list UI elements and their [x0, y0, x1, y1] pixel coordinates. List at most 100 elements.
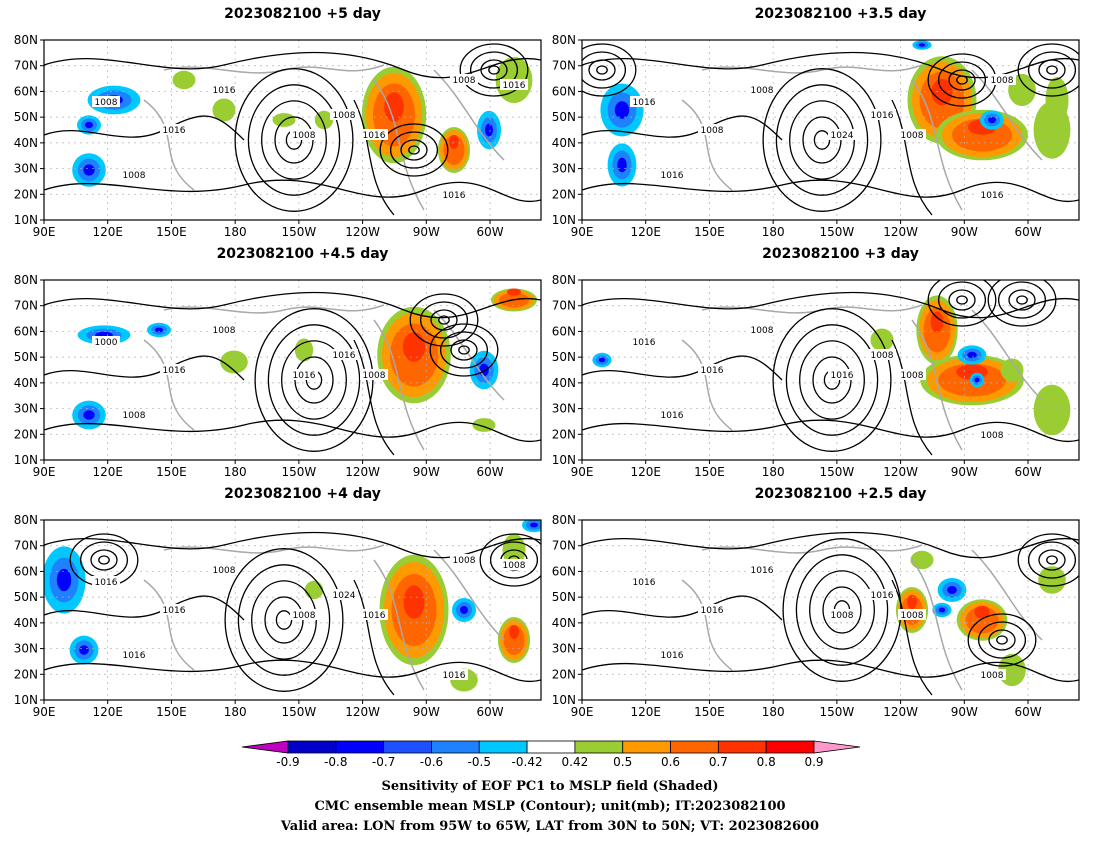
lat-tick-label: 50N — [14, 110, 38, 124]
contour-label-bg — [978, 669, 1006, 680]
sensitivity-positive-area — [384, 92, 404, 122]
lat-tick-label: 50N — [14, 590, 38, 604]
mslp-contour — [261, 100, 327, 180]
colorbar: -0.9 -0.8 -0.7 -0.6 -0.5 -0.42 0.42 0.5 0.6 0.7 0.… — [241, 740, 861, 769]
sensitivity-negative-area — [460, 606, 468, 614]
mslp-contour — [419, 301, 469, 339]
mslp-contour — [1017, 533, 1079, 587]
contour-label-bg — [630, 576, 658, 587]
contour-label: 1016 — [661, 651, 684, 661]
contour-label: 1008 — [363, 371, 386, 381]
contour-label: 1016 — [751, 566, 774, 576]
map-panel-5: 2023082100 +4 day 1016 1016 1016 1008 1008 102… — [14, 486, 542, 719]
lat-tick-label: 30N — [14, 642, 38, 656]
sensitivity-negative-area — [614, 101, 630, 119]
mslp-contour — [400, 139, 428, 161]
contour-label-bg — [500, 559, 528, 570]
sensitivity-negative-area — [938, 607, 946, 613]
sensitivity-positive-area — [974, 605, 990, 619]
lat-tick-label: 40N — [552, 136, 576, 150]
mslp-contour — [234, 68, 354, 212]
contour-label: 1008 — [901, 371, 924, 381]
lon-tick-label: 120E — [630, 705, 661, 719]
contour-label: 1016 — [871, 591, 894, 601]
contour-label: 1016 — [293, 371, 316, 381]
mslp-contour — [582, 51, 627, 89]
contour-label: 1008 — [751, 86, 774, 96]
sensitivity-positive-area — [931, 78, 953, 106]
mslp-contour — [1016, 295, 1028, 305]
lat-tick-label: 30N — [14, 402, 38, 416]
contour-label-bg — [748, 324, 776, 335]
lon-tick-label: 90E — [571, 705, 594, 719]
contour-label-bg — [658, 169, 686, 180]
map-field: 1016 1016 1016 1008 1016 1008 1008 1008 — [582, 280, 1079, 460]
lon-tick-label: 150E — [694, 225, 725, 239]
contour-label: 1008 — [831, 611, 854, 621]
contour-label-bg — [330, 589, 358, 600]
contour-label-bg — [898, 129, 926, 140]
map-field: 1000 1016 1008 1008 1016 1016 1008 — [44, 280, 541, 460]
contour-label: 1008 — [95, 98, 118, 108]
mslp-contour — [458, 345, 470, 355]
contour-label-bg — [500, 79, 528, 90]
lon-tick-label: 180 — [762, 705, 785, 719]
sensitivity-positive-area — [449, 135, 459, 149]
lon-tick-label: 60W — [476, 705, 503, 719]
lon-tick-label: 120E — [92, 705, 123, 719]
map-panel-6: 2023082100 +2.5 day101610161016101610081… — [552, 486, 1080, 719]
contour-label: 1016 — [633, 98, 656, 108]
contour-label-bg — [160, 604, 188, 615]
lon-tick-label: 90E — [33, 465, 56, 479]
contour-label: 1008 — [503, 561, 526, 571]
map-panel-3: 2023082100 +4.5 day100010161008100810161… — [14, 246, 542, 479]
mslp-contour — [948, 289, 976, 311]
map-frame — [581, 279, 1080, 461]
colorbar-label: -0.9 — [276, 755, 299, 769]
mslp-contour — [237, 564, 331, 676]
lon-tick-label: 90E — [571, 225, 594, 239]
colorbar-label: -0.7 — [372, 755, 395, 769]
sensitivity-negative-area — [83, 164, 95, 176]
lon-tick-label: 120W — [883, 465, 918, 479]
mslp-contour — [44, 179, 541, 203]
mslp-contour — [582, 43, 637, 97]
lon-tick-label: 120E — [630, 465, 661, 479]
mslp-contour — [438, 315, 450, 325]
coastline — [143, 304, 505, 451]
contour-label: 1008 — [981, 671, 1004, 681]
colorbar-label: 0.8 — [757, 755, 776, 769]
lat-tick-label: 60N — [14, 84, 38, 98]
sensitivity-positive-area — [507, 288, 521, 296]
contour-label: 1016 — [981, 191, 1004, 201]
colorbar-label: -0.5 — [468, 755, 491, 769]
contour-label-bg — [290, 129, 318, 140]
mslp-contour — [956, 295, 968, 305]
mslp-contour — [1038, 549, 1066, 571]
mslp-contour — [997, 281, 1047, 319]
sensitivity-positive-area — [1033, 384, 1071, 436]
sensitivity-positive-area — [907, 595, 917, 609]
contour-label-bg — [898, 369, 926, 380]
contour-label: 1008 — [981, 431, 1004, 441]
sensitivity-negative-area — [79, 645, 89, 655]
contour-label: 1008 — [333, 111, 356, 121]
mslp-contour — [353, 579, 395, 696]
contour-label-bg — [658, 409, 686, 420]
lon-tick-label: 60W — [1014, 465, 1041, 479]
lon-tick-label: 180 — [224, 225, 247, 239]
contour-label: 1016 — [701, 606, 724, 616]
contour-label: 1016 — [633, 578, 656, 588]
colorbar-label: -0.8 — [324, 755, 347, 769]
lon-tick-label: 90W — [413, 465, 440, 479]
lat-tick-label: 10N — [552, 693, 576, 707]
mslp-contour — [967, 613, 1037, 667]
contour-label-bg — [898, 609, 926, 620]
map-frame — [581, 39, 1080, 221]
mslp-contour — [488, 65, 500, 75]
lon-tick-label: 60W — [476, 225, 503, 239]
contour-label: 1008 — [901, 611, 924, 621]
mslp-contour — [489, 541, 539, 579]
contour-label-bg — [120, 169, 148, 180]
